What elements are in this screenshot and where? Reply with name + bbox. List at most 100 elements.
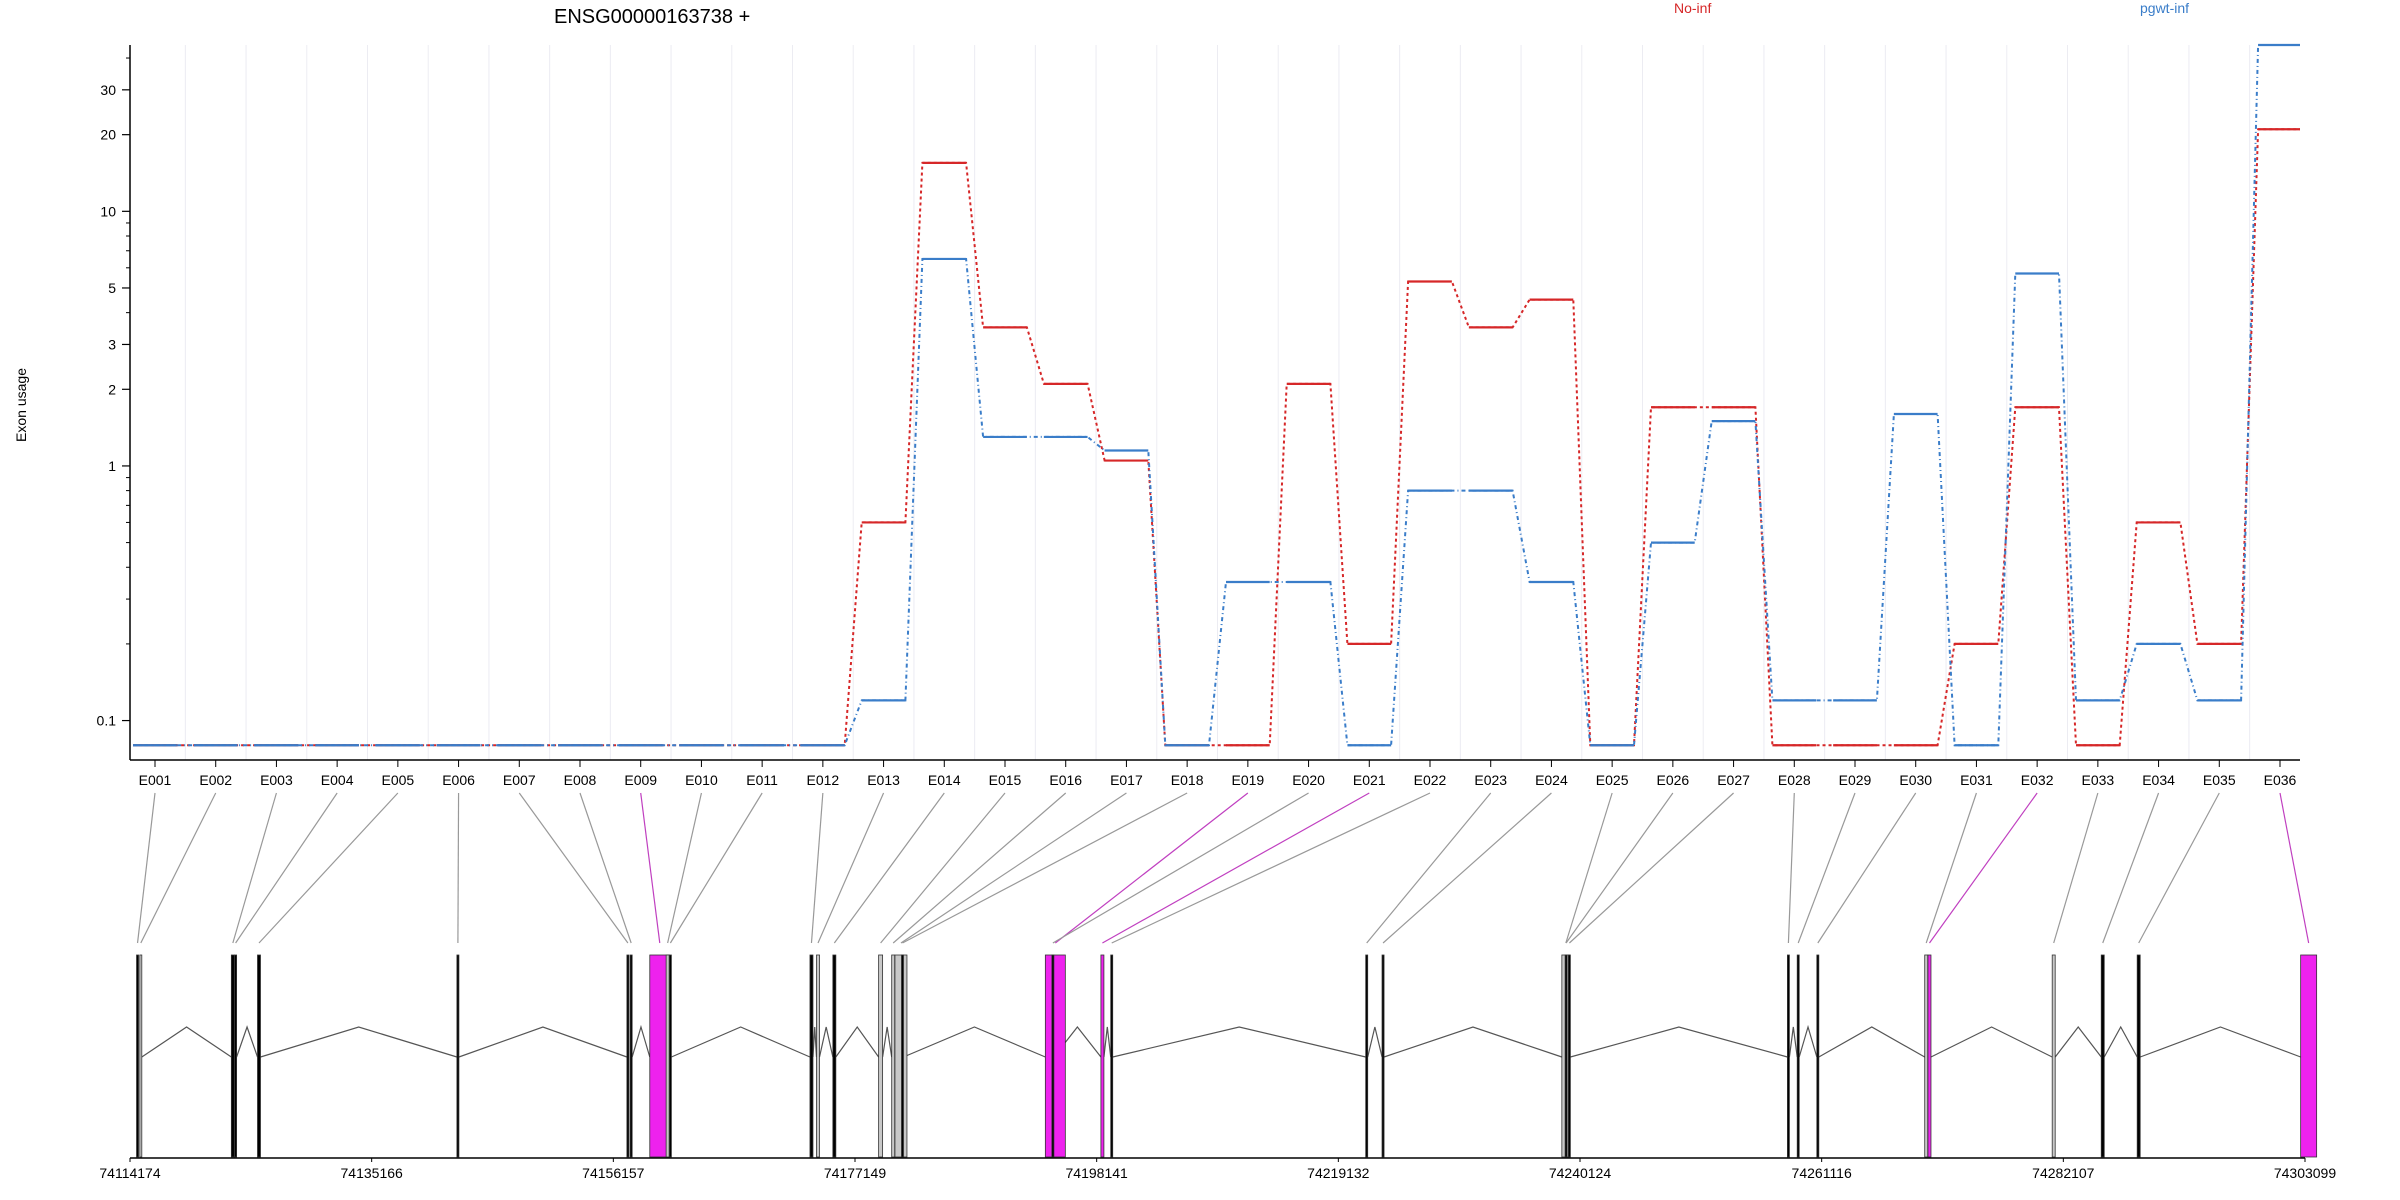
x-tick-label: E025 <box>1596 772 1629 788</box>
series-no-inf <box>133 128 2300 747</box>
y-axis-label: Exon usage <box>13 368 29 442</box>
exon-connector <box>1102 792 1370 944</box>
exon-connector <box>2138 792 2220 944</box>
x-tick-label: E027 <box>1717 772 1750 788</box>
exon-connector <box>640 792 661 944</box>
x-tick-label: E030 <box>1899 772 1932 788</box>
x-tick-label: E020 <box>1292 772 1325 788</box>
coordinate-label: 74303099 <box>2274 1165 2337 1181</box>
exon-box <box>136 954 139 1158</box>
x-tick-label: E029 <box>1839 772 1872 788</box>
x-tick-label: E007 <box>503 772 536 788</box>
x-tick-label: E026 <box>1657 772 1690 788</box>
exon-box <box>1796 954 1800 1158</box>
exon-box <box>1927 954 1932 1158</box>
intron-line <box>1798 1024 1818 1058</box>
exon-connector <box>1382 792 1552 944</box>
exon-box <box>668 954 672 1158</box>
intron-line <box>1570 1026 1788 1058</box>
intron-line <box>1383 1026 1563 1058</box>
intron-line <box>2054 1026 2102 1058</box>
exon-connector <box>518 792 629 944</box>
x-tick-label: E008 <box>564 772 597 788</box>
exon-box <box>626 954 630 1158</box>
intron-line <box>1930 1026 2053 1058</box>
legend-entry-pgwt-inf: pgwt-inf <box>2140 0 2189 16</box>
x-tick-label: E019 <box>1232 772 1265 788</box>
exon-connector <box>667 792 703 944</box>
exon-connector <box>579 792 632 944</box>
intron-line <box>812 1026 818 1058</box>
exon-box <box>1567 954 1571 1158</box>
x-tick-label: E012 <box>807 772 840 788</box>
legend-entry-no-inf: No-inf <box>1674 0 1711 16</box>
exon-box <box>230 954 235 1158</box>
exon-connector <box>669 792 763 944</box>
y-tick-label: 3 <box>108 336 116 352</box>
exon-connector <box>810 792 824 944</box>
x-tick-label: E016 <box>1049 772 1082 788</box>
y-axis: 0.1 1 2 3 5 10 20 30 <box>97 45 131 760</box>
exon-connector <box>2102 792 2160 944</box>
x-tick-label: E009 <box>624 772 657 788</box>
exon-connector <box>1797 792 1856 944</box>
exon-box <box>878 954 884 1158</box>
x-tick-label: E032 <box>2021 772 2054 788</box>
exon-box <box>1100 954 1105 1158</box>
intron-line <box>818 1026 834 1058</box>
x-tick-label: E017 <box>1110 772 1143 788</box>
exon-box <box>1564 954 1568 1158</box>
coordinate-label: 74156157 <box>582 1165 645 1181</box>
intron-line <box>2139 1026 2301 1058</box>
x-tick-label: E003 <box>260 772 293 788</box>
exon-box <box>629 954 633 1158</box>
x-tick-label: E021 <box>1353 772 1386 788</box>
x-tick-label: E015 <box>989 772 1022 788</box>
coordinate-label: 74240124 <box>1549 1165 1612 1181</box>
exon-box <box>894 954 908 1158</box>
intron-line <box>1788 1026 1798 1058</box>
exon-connector <box>258 792 399 944</box>
exon-connector <box>900 792 1127 944</box>
exon-connector <box>1565 792 1613 944</box>
coordinate-label: 74114174 <box>99 1165 160 1181</box>
exon-box <box>891 954 896 1158</box>
intron-line <box>631 1024 651 1058</box>
intron-line <box>671 1026 811 1058</box>
exon-box <box>665 954 670 1158</box>
x-tick-label: E011 <box>746 772 778 788</box>
exon-connector <box>232 792 278 944</box>
x-tick-label: E013 <box>867 772 900 788</box>
x-tick-label: E034 <box>2142 772 2175 788</box>
exon-connector <box>457 792 460 944</box>
exon-box <box>1816 954 1820 1158</box>
coordinate-label: 74177149 <box>824 1165 887 1181</box>
x-tick-label: E031 <box>1960 772 1993 788</box>
x-tick-label: E014 <box>928 772 961 788</box>
series-line <box>133 44 2300 747</box>
x-tick-label: E023 <box>1474 772 1507 788</box>
exon-box <box>1110 954 1114 1158</box>
exon-connector <box>1054 792 1249 944</box>
intron-line <box>458 1026 628 1058</box>
exon-connector <box>1366 792 1492 944</box>
x-tick-label: E024 <box>1535 772 1568 788</box>
intron-line <box>2103 1025 2138 1058</box>
intron-line <box>903 1026 1046 1058</box>
intron-line <box>1112 1026 1366 1058</box>
exon-connector <box>902 792 1188 944</box>
exon-connector <box>1052 792 1309 944</box>
exon-box <box>2100 954 2105 1158</box>
exon-box <box>1051 954 1055 1158</box>
exon-box <box>2300 954 2318 1158</box>
y-tick-label: 10 <box>100 203 116 219</box>
exon-box <box>1924 954 1929 1158</box>
exon-connector <box>140 792 217 944</box>
intron-line <box>835 1025 880 1058</box>
exon-box <box>2051 954 2056 1158</box>
intron-line <box>260 1026 458 1058</box>
coordinate-label: 74135166 <box>341 1165 404 1181</box>
x-tick-label: E001 <box>139 772 172 788</box>
chart-title: ENSG00000163738 + <box>554 6 750 28</box>
